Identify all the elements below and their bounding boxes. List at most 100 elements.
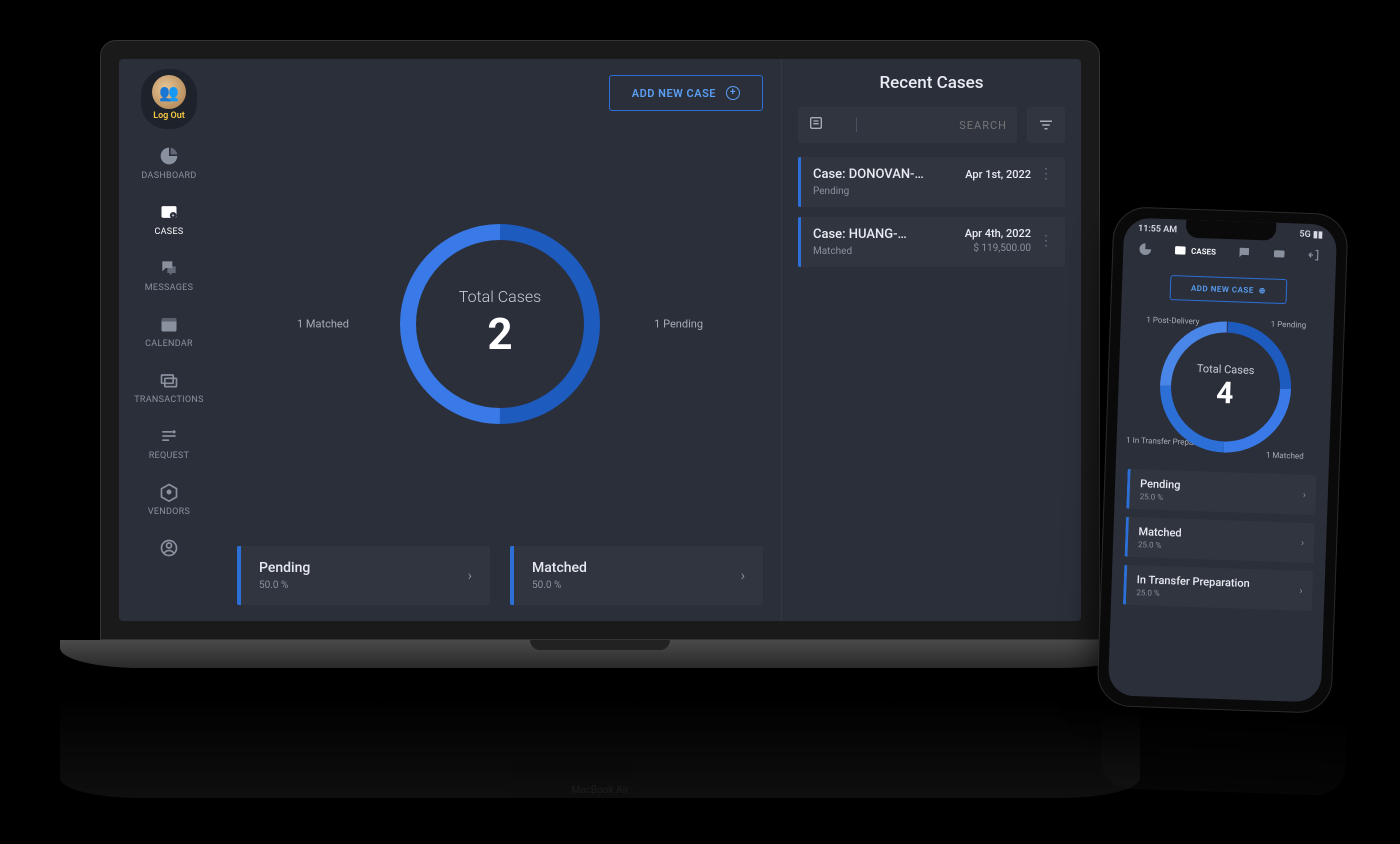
phone-add-case-button[interactable]: ADD NEW CASE ⊕	[1170, 275, 1288, 304]
sidebar-item-request[interactable]: REQUEST	[119, 421, 219, 465]
search-box[interactable]	[798, 107, 1017, 143]
phone-mockup: 11:55 AM 5G ▮▮ CASES	[1096, 206, 1348, 714]
add-case-label: ADD NEW CASE	[632, 87, 716, 100]
laptop-hinge-notch	[530, 640, 670, 650]
messages-icon	[158, 257, 180, 279]
case-name: Case: HUANG-…	[813, 227, 907, 242]
more-icon[interactable]: ⋮	[1039, 167, 1053, 181]
case-status: Pending	[813, 186, 924, 197]
phone-tab-label: CASES	[1191, 246, 1216, 256]
phone-card-matched[interactable]: Matched25.0 % ›	[1125, 517, 1315, 564]
status-card-matched[interactable]: Matched 50.0 % ›	[510, 546, 763, 605]
sidebar-item-cases[interactable]: + CASES	[119, 197, 219, 241]
vendors-icon	[158, 481, 180, 503]
case-status: Matched	[813, 246, 907, 257]
sidebar-label: DASHBOARD	[141, 171, 196, 181]
phone-bezel: 11:55 AM 5G ▮▮ CASES	[1096, 206, 1348, 714]
sidebar-item-dashboard[interactable]: DASHBOARD	[119, 141, 219, 185]
donut-value: 2	[487, 308, 512, 360]
case-name: Case: DONOVAN-…	[813, 167, 924, 182]
sidebar-label: TRANSACTIONS	[134, 395, 203, 405]
total-cases-donut: Total Cases 2	[390, 214, 610, 434]
phone-tab-cases[interactable]: CASES	[1173, 243, 1216, 258]
case-card[interactable]: Case: DONOVAN-… Pending Apr 1st, 2022 ⋮	[798, 157, 1065, 207]
case-date: Apr 1st, 2022	[965, 168, 1031, 181]
status-pct: 50.0 %	[259, 580, 310, 591]
app-screen: 👥 Log Out DASHBOARD + CASES	[119, 59, 1081, 621]
divider	[856, 118, 857, 132]
case-amount: $ 119,500.00	[973, 243, 1031, 254]
donut-center: Total Cases 2	[390, 214, 610, 434]
sidebar-label: MESSAGES	[145, 283, 193, 293]
phone-tab-dashboard[interactable]	[1138, 242, 1152, 256]
cases-icon	[1173, 243, 1187, 257]
add-new-case-button[interactable]: ADD NEW CASE +	[609, 75, 763, 111]
search-input[interactable]	[867, 119, 1007, 132]
cases-icon: +	[158, 201, 180, 223]
phone-body: ADD NEW CASE ⊕ 1 Post-Delivery 1 Pending…	[1108, 261, 1336, 702]
phone-tab-card[interactable]	[1272, 247, 1286, 261]
more-icon[interactable]: ⋮	[1039, 234, 1053, 248]
sidebar-label: REQUEST	[149, 451, 190, 461]
sidebar-item-messages[interactable]: MESSAGES	[119, 253, 219, 297]
phone-donut-center: Total Cases 4	[1147, 309, 1302, 464]
chevron-right-icon: ›	[741, 568, 745, 584]
filter-button[interactable]	[1027, 107, 1065, 143]
logout-icon	[1307, 248, 1321, 262]
case-card[interactable]: Case: HUANG-… Matched Apr 4th, 2022 $ 11…	[798, 217, 1065, 267]
messages-icon	[1237, 245, 1251, 259]
status-title: Matched	[532, 560, 587, 576]
recent-cases-title: Recent Cases	[798, 73, 1065, 93]
list-icon	[808, 115, 824, 135]
status-card-pending[interactable]: Pending 50.0 % ›	[237, 546, 490, 605]
chevron-right-icon: ›	[1303, 489, 1306, 500]
donut-right-label: 1 Pending	[654, 317, 703, 330]
status-pct: 50.0 %	[532, 580, 587, 591]
chevron-right-icon: ›	[468, 568, 472, 584]
chevron-right-icon: ›	[1299, 585, 1302, 596]
phone-tab-logout[interactable]	[1307, 248, 1321, 262]
sidebar-item-calendar[interactable]: CALENDAR	[119, 309, 219, 353]
laptop-mockup: 👥 Log Out DASHBOARD + CASES	[100, 40, 1100, 700]
plus-circle-icon: +	[726, 86, 740, 100]
pie-chart-icon	[1138, 242, 1152, 256]
case-date: Apr 4th, 2022	[965, 227, 1031, 240]
phone-notch	[1185, 220, 1276, 241]
search-row	[798, 107, 1065, 143]
laptop-reflection: MacBook Air	[60, 698, 1140, 798]
profile-icon	[158, 537, 180, 559]
laptop-bezel: 👥 Log Out DASHBOARD + CASES	[100, 40, 1100, 640]
sidebar-item-vendors[interactable]: VENDORS	[119, 477, 219, 521]
logout-label: Log Out	[153, 111, 185, 121]
phone-card-pending[interactable]: Pending25.0 % ›	[1126, 469, 1316, 516]
phone-donut-value: 4	[1216, 376, 1234, 412]
filter-icon	[1037, 116, 1055, 134]
sidebar-item-transactions[interactable]: TRANSACTIONS	[119, 365, 219, 409]
donut-chart-area: 1 Matched Total Cases 2 1 Pending	[237, 111, 763, 536]
phone-card-transfer[interactable]: In Transfer Preparation25.0 % ›	[1123, 565, 1313, 612]
sidebar-label: CASES	[154, 227, 183, 237]
donut-title: Total Cases	[459, 287, 541, 306]
user-avatar-icon: 👥	[152, 75, 186, 109]
phone-signal: 5G ▮▮	[1299, 230, 1323, 241]
status-cards-row: Pending 50.0 % › Matched 50.0 % ›	[237, 546, 763, 605]
request-icon	[158, 425, 180, 447]
sidebar: 👥 Log Out DASHBOARD + CASES	[119, 59, 219, 621]
sidebar-label: VENDORS	[148, 507, 190, 517]
donut-left-label: 1 Matched	[297, 317, 349, 330]
sidebar-item-profile[interactable]	[119, 533, 219, 563]
chevron-right-icon: ›	[1301, 537, 1304, 548]
svg-text:+: +	[172, 213, 175, 219]
main-left-panel: ADD NEW CASE + 1 Matched Total Cases	[219, 59, 781, 621]
user-avatar-block[interactable]: 👥 Log Out	[141, 69, 197, 129]
phone-screen: 11:55 AM 5G ▮▮ CASES	[1108, 217, 1338, 702]
recent-cases-panel: Recent Cases	[781, 59, 1081, 621]
phone-time: 11:55 AM	[1138, 224, 1177, 235]
status-title: Pending	[259, 560, 310, 576]
laptop-base: MacBook Air	[60, 640, 1140, 668]
phone-tab-messages[interactable]	[1237, 245, 1251, 259]
transactions-icon	[158, 369, 180, 391]
sidebar-label: CALENDAR	[145, 339, 193, 349]
main-area: ADD NEW CASE + 1 Matched Total Cases	[219, 59, 1081, 621]
phone-donut: 1 Post-Delivery 1 Pending 1 In Transfer …	[1147, 309, 1302, 464]
